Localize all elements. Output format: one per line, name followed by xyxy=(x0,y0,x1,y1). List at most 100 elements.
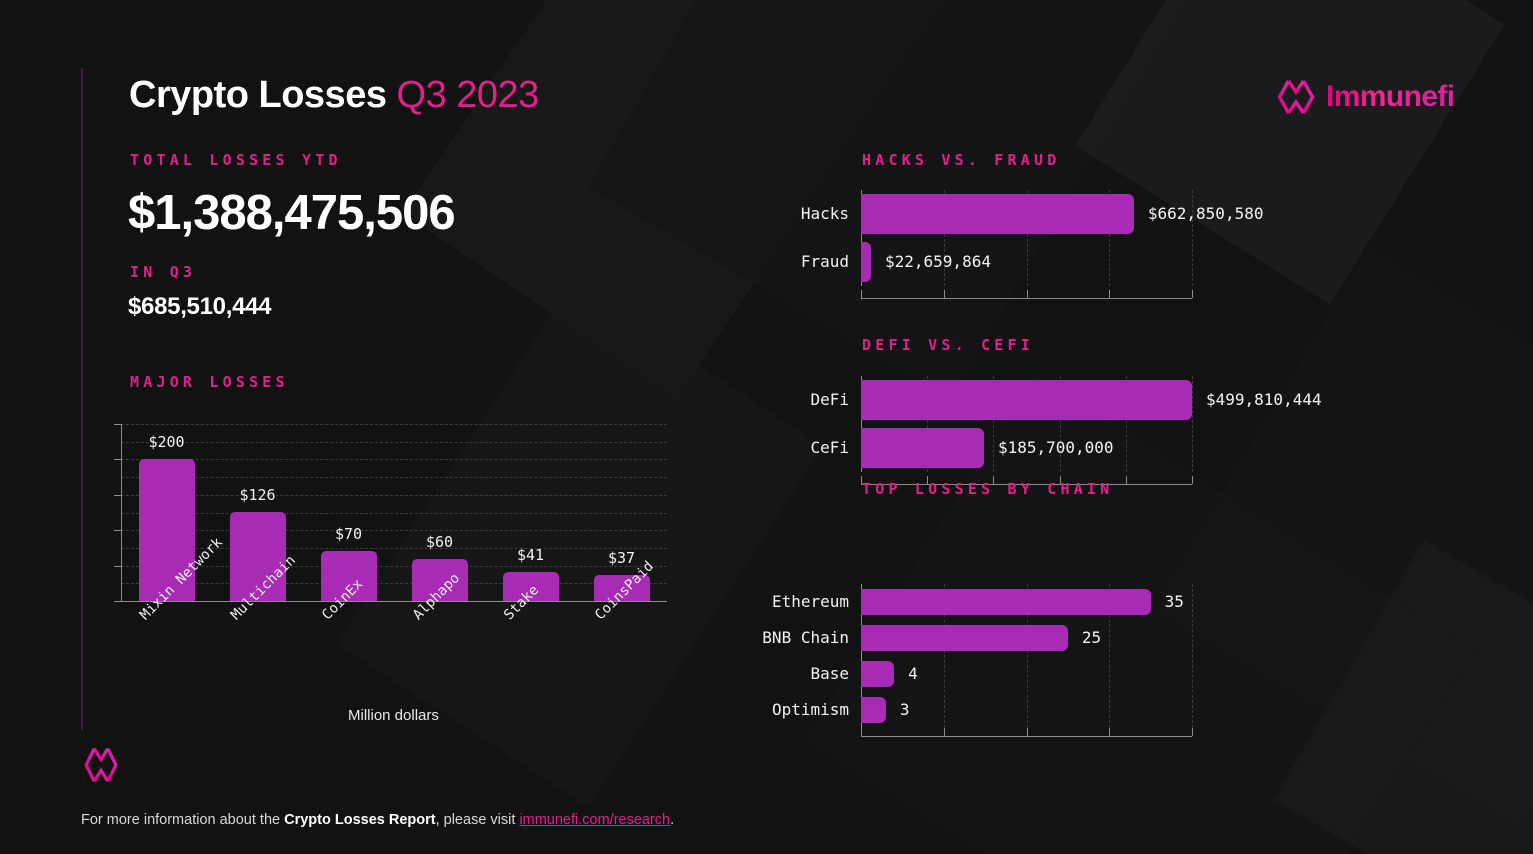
top-losses-by-chain-chart: Ethereum 35 BNB Chain 25 Base 4 Optimism 3 xyxy=(762,584,1193,737)
page-title-main: Crypto Losses xyxy=(129,74,387,116)
research-link[interactable]: immunefi.com/research xyxy=(519,812,671,828)
immunefi-mark-icon xyxy=(84,747,118,783)
bar-value-label: $70 xyxy=(334,525,363,544)
gridline xyxy=(121,583,667,585)
x-axis xyxy=(861,736,1192,737)
bar xyxy=(861,625,1068,651)
x-axis xyxy=(861,484,1192,485)
gridline xyxy=(1192,190,1193,286)
y-axis-tick xyxy=(114,601,122,602)
immunefi-wordmark: Immunefi xyxy=(1326,80,1455,113)
bar-value-label: $41 xyxy=(516,545,545,564)
major-losses-heading: MAJOR LOSSES xyxy=(130,373,289,391)
footer-report-name: Crypto Losses Report xyxy=(284,812,436,828)
bar-value-label: $22,659,864 xyxy=(885,252,991,271)
gridline xyxy=(1125,376,1127,472)
bar-value-label: $662,850,580 xyxy=(1147,204,1264,223)
y-axis-tick xyxy=(114,530,122,532)
gridline xyxy=(1059,376,1061,472)
bar-value-label: $499,810,444 xyxy=(1206,390,1322,409)
bar xyxy=(138,459,195,601)
gridline xyxy=(121,512,667,514)
page-title: Crypto Losses Q3 2023 xyxy=(129,74,539,117)
bar-value-label: 35 xyxy=(1164,592,1184,611)
bar-value-label: 3 xyxy=(899,700,910,719)
left-accent-rule xyxy=(81,68,83,730)
gridline xyxy=(121,494,667,496)
gridline xyxy=(121,424,667,425)
gridline xyxy=(943,190,945,286)
x-axis-tick xyxy=(1192,290,1193,298)
bar-value-label: $60 xyxy=(425,532,454,551)
defi-vs-cefi-chart: DeFi $499,810,444 CeFi $185,700,000 xyxy=(810,376,1322,485)
major-losses-chart: $200 $126 $70 $60 $41 $37 xyxy=(114,424,667,602)
x-axis xyxy=(121,601,667,602)
category-label: Base xyxy=(810,664,849,683)
category-label: BNB Chain xyxy=(762,628,849,647)
bar xyxy=(861,242,871,282)
gridline xyxy=(993,376,995,472)
x-axis-tick xyxy=(943,290,945,298)
x-axis-tick xyxy=(1109,290,1111,298)
y-axis xyxy=(861,376,862,472)
category-label: Optimism xyxy=(771,700,849,719)
page-title-period: Q3 2023 xyxy=(396,74,540,116)
top-losses-by-chain-heading: TOP LOSSES BY CHAIN xyxy=(862,480,1114,498)
x-axis xyxy=(861,298,1192,299)
x-axis-tick xyxy=(1026,290,1028,298)
gridline xyxy=(927,376,929,472)
bar-value-label: $200 xyxy=(148,433,185,452)
bar xyxy=(861,380,1192,420)
total-losses-ytd-label: TOTAL LOSSES YTD xyxy=(130,151,342,169)
immunefi-mark-icon xyxy=(1277,80,1315,114)
y-axis xyxy=(861,584,862,728)
gridline xyxy=(121,441,667,443)
major-losses-axis-caption: Million dollars xyxy=(348,707,439,724)
bar xyxy=(502,571,559,601)
bar xyxy=(593,574,650,601)
x-axis-tick xyxy=(1059,476,1061,484)
gridline xyxy=(1192,376,1193,472)
x-axis-tick xyxy=(861,728,862,736)
x-axis-tick xyxy=(927,476,929,484)
x-axis-tick xyxy=(861,290,862,298)
bar xyxy=(861,194,1134,234)
category-label: DeFi xyxy=(810,390,849,409)
footer-note: For more information about the Crypto Lo… xyxy=(81,812,674,828)
footer-text-after: . xyxy=(670,812,675,828)
bar-value-label: $126 xyxy=(239,485,276,504)
y-axis xyxy=(861,190,862,286)
hacks-vs-fraud-heading: HACKS VS. FRAUD xyxy=(862,151,1061,169)
gridline xyxy=(121,459,667,461)
defi-vs-cefi-heading: DEFI VS. CEFI xyxy=(862,336,1034,354)
category-label: CeFi xyxy=(810,438,849,457)
bar xyxy=(320,551,377,601)
bar xyxy=(861,589,1151,615)
footer-text-before: For more information about the xyxy=(81,812,285,828)
x-axis-tick xyxy=(861,476,862,484)
category-label: Ethereum xyxy=(771,592,849,611)
total-losses-ytd-value: $1,388,475,506 xyxy=(128,186,456,240)
gridline xyxy=(121,477,667,479)
in-q3-label: IN Q3 xyxy=(130,263,197,281)
footer-text-middle: , please visit xyxy=(435,812,520,828)
gridline xyxy=(1109,190,1111,286)
x-axis-tick xyxy=(1192,476,1193,484)
bar xyxy=(229,511,286,601)
y-axis-tick xyxy=(114,565,122,567)
immunefi-logo-footer xyxy=(82,743,120,792)
x-axis-tick xyxy=(1125,476,1127,484)
x-axis-tick xyxy=(993,476,995,484)
bar-value-label: 25 xyxy=(1081,628,1102,647)
bar xyxy=(861,697,886,723)
y-axis xyxy=(121,424,122,601)
x-axis-tick xyxy=(943,728,945,736)
in-q3-value: $685,510,444 xyxy=(128,293,272,320)
gridline xyxy=(1109,584,1111,728)
bar xyxy=(861,661,895,687)
y-axis-tick xyxy=(114,424,122,425)
x-axis-tick xyxy=(1026,728,1028,736)
gridline xyxy=(121,547,667,549)
bar-value-label: 4 xyxy=(908,664,918,683)
